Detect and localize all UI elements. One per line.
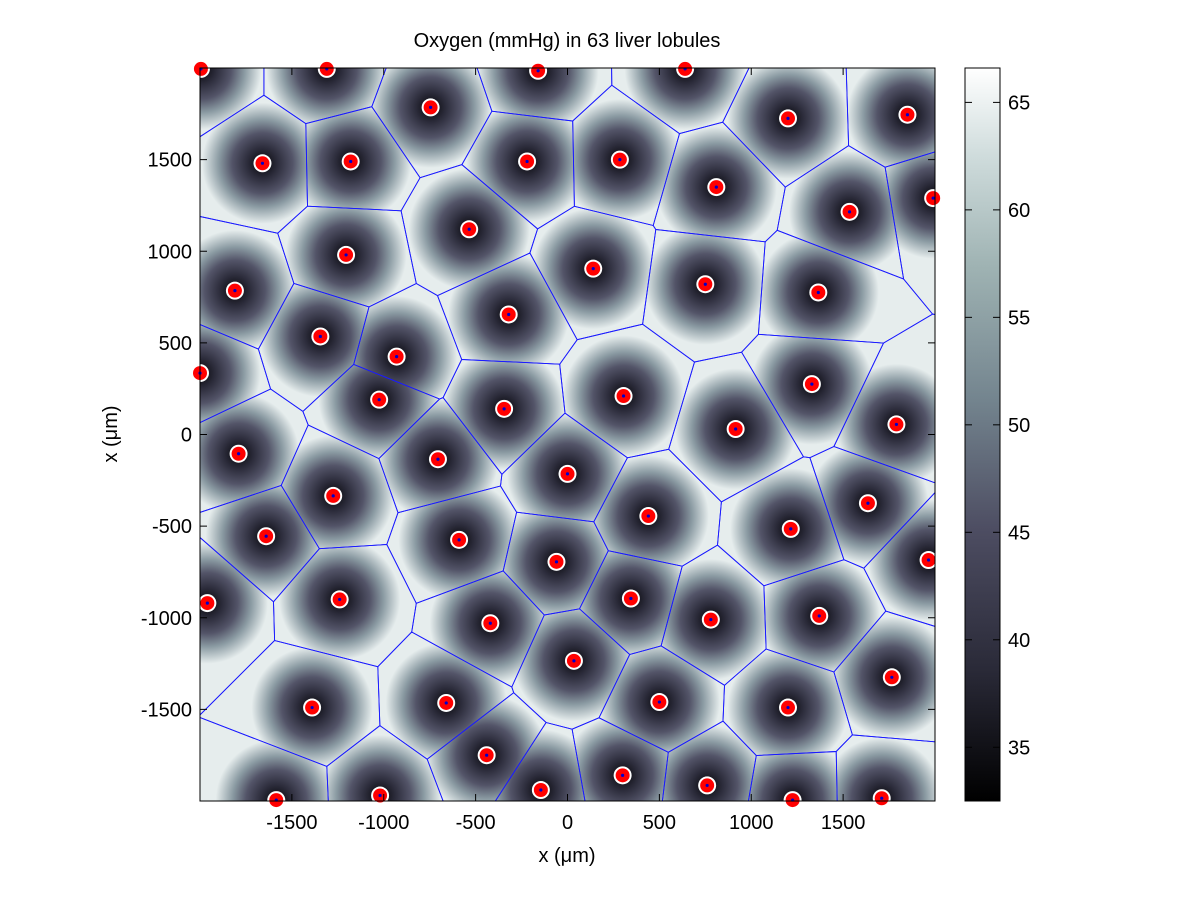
y-tick-label: -1500 — [141, 699, 192, 721]
lobule-center-marker — [584, 259, 603, 278]
colorbar-gradient — [964, 67, 1001, 802]
lobule-cell — [200, 324, 261, 423]
lobule-center-marker — [707, 178, 726, 197]
lobule-center-marker — [460, 220, 479, 239]
lobule-center-marker — [639, 507, 658, 526]
lobule-center-marker — [529, 61, 548, 80]
lobule-center-marker — [225, 281, 244, 300]
y-tick-label: -1000 — [141, 608, 192, 630]
lobule-center-marker — [253, 154, 272, 173]
lobule-center-marker — [701, 610, 720, 629]
lobule-center-marker — [370, 390, 389, 409]
x-tick-label: -1000 — [358, 812, 409, 834]
lobule-center-marker — [779, 109, 797, 128]
x-axis-ticks: -1500 -1000 -500 0 500 1000 1500 — [266, 68, 865, 834]
colorbar-tick-label: 35 — [1008, 737, 1030, 759]
lobule-center-marker — [311, 327, 330, 346]
y-axis-label: x (μm) — [100, 405, 122, 462]
lobule-center-marker — [558, 464, 577, 483]
lobule-center-marker — [872, 789, 891, 808]
lobule-center-marker — [303, 698, 322, 717]
x-tick-label: 500 — [643, 812, 676, 834]
lobule-center-marker — [783, 791, 802, 810]
lobule-center-marker — [781, 519, 800, 538]
colorbar-ticks: 65 60 55 50 45 40 35 — [965, 92, 1030, 759]
lobule-center-marker — [191, 59, 210, 78]
lobule-center-marker — [324, 486, 343, 505]
y-tick-label: 500 — [159, 333, 192, 355]
lobule-center-marker — [887, 415, 906, 434]
lobule-center-marker — [387, 347, 406, 366]
lobule-center-marker — [613, 766, 632, 785]
x-tick-label: 1000 — [729, 812, 774, 834]
lobule-center-marker — [267, 791, 286, 810]
voronoi-boundaries — [200, 68, 935, 801]
lobule-center-marker — [840, 202, 859, 221]
lobule-center-marker — [698, 776, 717, 795]
colorbar-tick-label: 60 — [1008, 200, 1030, 222]
y-tick-label: 1500 — [148, 150, 193, 172]
lobule-center-marker — [428, 450, 447, 469]
lobule-center-marker — [726, 420, 745, 439]
lobule-center-marker — [810, 606, 829, 625]
lobule-center-marker — [924, 189, 943, 208]
lobule-center-marker — [898, 105, 917, 124]
lobule-boundary — [835, 734, 935, 801]
colorbar-tick-label: 65 — [1008, 92, 1030, 114]
lobule-center-marker — [421, 98, 440, 117]
y-tick-label: -500 — [152, 516, 192, 538]
lobule-center-marker — [481, 614, 500, 633]
y-tick-label: 0 — [181, 425, 192, 447]
lobule-center-marker — [371, 786, 390, 805]
lobule-center-marker — [858, 494, 877, 513]
chart-title: Oxygen (mmHg) in 63 liver lobules — [414, 30, 721, 52]
lobule-center-marker — [437, 693, 456, 712]
lobule-center-marker — [495, 399, 514, 418]
colorbar-tick-label: 45 — [1008, 522, 1030, 544]
lobule-center-marker — [229, 444, 248, 463]
colorbar-tick-label: 55 — [1008, 307, 1030, 329]
lobule-center-marker — [450, 530, 469, 549]
colorbar: 65 60 55 50 45 40 35 — [964, 67, 1030, 802]
lobule-center-marker — [198, 594, 217, 613]
x-axis-label: x (μm) — [538, 845, 595, 867]
lobule-center-marker — [610, 150, 629, 169]
colorbar-tick-label: 50 — [1008, 415, 1030, 437]
y-axis-ticks: 1500 1000 500 0 -500 -1000 -1500 — [141, 150, 935, 721]
lobule-boundary — [661, 720, 757, 801]
x-tick-label: 1500 — [821, 812, 866, 834]
lobule-center-marker — [330, 590, 349, 609]
lobule-center-marker — [341, 152, 360, 171]
lobule-center-marker — [882, 668, 901, 687]
lobule-center-marker — [676, 59, 695, 78]
x-tick-label: -1500 — [266, 812, 317, 834]
lobule-center-marker — [696, 275, 715, 294]
lobule-center-marker — [518, 152, 537, 171]
x-tick-label: 0 — [562, 812, 573, 834]
x-tick-label: -500 — [456, 812, 496, 834]
lobule-centers — [191, 59, 943, 810]
lobule-center-marker — [614, 387, 633, 406]
lobule-center-marker — [802, 375, 821, 394]
lobule-center-marker — [564, 651, 583, 670]
lobule-center-marker — [317, 59, 336, 78]
lobule-center-marker — [919, 551, 938, 570]
lobule-center-marker — [337, 245, 356, 264]
lobule-center-marker — [257, 527, 276, 546]
y-tick-label: 1000 — [148, 241, 193, 263]
lobule-center-marker — [499, 305, 518, 324]
lobule-boundary — [326, 725, 444, 801]
lobule-center-marker — [650, 693, 669, 712]
lobule-center-marker — [621, 589, 640, 608]
lobule-center-marker — [547, 552, 566, 571]
lobule-center-marker — [531, 781, 550, 800]
lobule-center-marker — [809, 283, 828, 302]
colorbar-tick-label: 40 — [1008, 630, 1030, 652]
lobule-boundary — [494, 721, 586, 801]
lobule-center-marker — [477, 746, 496, 765]
heatmap-plot-area — [191, 59, 943, 810]
lobule-center-marker — [779, 698, 797, 717]
